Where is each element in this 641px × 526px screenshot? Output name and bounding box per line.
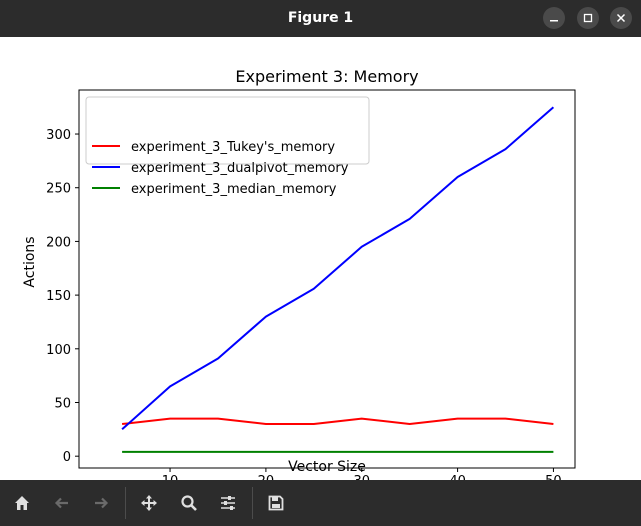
- minimize-button[interactable]: [543, 7, 565, 29]
- series-line-1: [121, 106, 555, 431]
- series-line-0: [121, 417, 554, 425]
- move-icon: [141, 495, 157, 511]
- line-chart: Experiment 3: Memory 1020304050050100150…: [22, 67, 576, 489]
- maximize-icon: [583, 13, 593, 23]
- y-tick-label: 150: [46, 289, 71, 304]
- save-button[interactable]: [261, 488, 291, 518]
- window-titlebar: Figure 1: [0, 0, 641, 37]
- home-icon: [15, 496, 29, 510]
- forward-button[interactable]: [86, 488, 116, 518]
- y-tick-label: 300: [46, 128, 71, 143]
- y-tick-label: 50: [54, 396, 71, 411]
- legend-label: experiment_3_median_memory: [131, 182, 337, 197]
- chart-title: Experiment 3: Memory: [235, 67, 418, 86]
- save-icon: [268, 495, 284, 511]
- back-button[interactable]: [47, 488, 77, 518]
- pan-button[interactable]: [134, 488, 164, 518]
- legend-label: experiment_3_dualpivot_memory: [131, 161, 349, 176]
- maximize-button[interactable]: [577, 7, 599, 29]
- legend-label: experiment_3_Tukey's_memory: [131, 140, 335, 155]
- zoom-button[interactable]: [174, 488, 204, 518]
- y-tick-label: 100: [46, 343, 71, 358]
- y-tick-label: 250: [46, 182, 71, 197]
- close-icon: [616, 13, 626, 23]
- close-button[interactable]: [610, 7, 632, 29]
- configure-button[interactable]: [213, 488, 243, 518]
- series-layer: [121, 106, 555, 453]
- x-axis-label: Vector Size: [288, 459, 366, 475]
- minimize-icon: [550, 20, 558, 22]
- toolbar-separator: [252, 487, 253, 519]
- arrow-left-icon: [54, 497, 68, 509]
- navigation-toolbar: [0, 480, 641, 526]
- y-axis-label: Actions: [22, 236, 38, 287]
- home-button[interactable]: [7, 488, 37, 518]
- arrow-right-icon: [95, 497, 109, 509]
- zoom-icon: [181, 495, 197, 511]
- legend-frame: [85, 96, 370, 165]
- plot-area: [78, 89, 576, 469]
- axes-frame: [78, 89, 576, 469]
- sliders-icon: [221, 496, 235, 510]
- window-title: Figure 1: [287, 10, 354, 26]
- legend: experiment_3_Tukey's_memory experiment_3_…: [85, 96, 370, 197]
- figure-canvas[interactable]: Experiment 3: Memory 1020304050050100150…: [0, 37, 641, 489]
- y-tick-label: 0: [63, 450, 71, 465]
- y-tick-label: 200: [46, 235, 71, 250]
- toolbar-separator: [125, 487, 126, 519]
